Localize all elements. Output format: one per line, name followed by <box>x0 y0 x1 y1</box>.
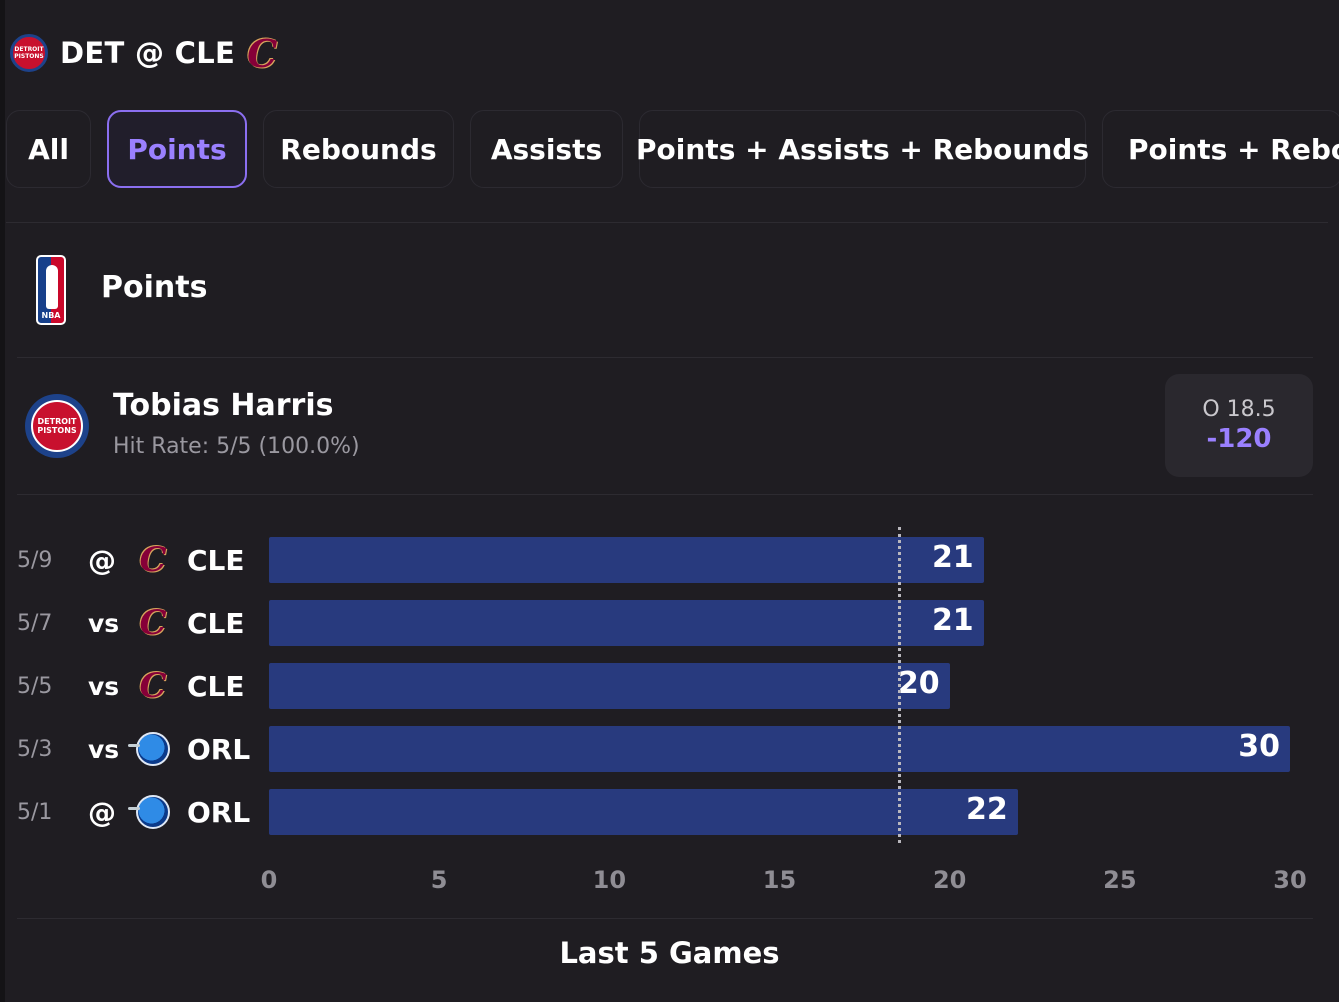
prop-line-marker <box>897 527 901 843</box>
points-bar[interactable] <box>269 600 984 646</box>
x-axis-tick-label: 0 <box>260 866 278 894</box>
cavaliers-logo-icon: C <box>139 603 167 643</box>
player-name[interactable]: Tobias Harris <box>113 388 334 423</box>
tab-rebounds[interactable]: Rebounds <box>263 110 454 188</box>
x-axis-tick-label: 25 <box>1103 866 1137 894</box>
market-title: Points <box>101 270 208 305</box>
opponent-abbr: ORL <box>187 732 251 766</box>
bar-value-label: 21 <box>931 540 974 575</box>
opponent-abbr: CLE <box>187 606 245 640</box>
tab-all[interactable]: All <box>6 110 91 188</box>
home-away-indicator: vs <box>88 609 120 638</box>
points-bar[interactable] <box>269 726 1290 772</box>
magic-logo-icon <box>128 792 173 832</box>
game-date: 5/3 <box>17 736 53 762</box>
game-row-label: 5/7 vs C CLE <box>0 599 260 647</box>
line-value: O 18.5 <box>1202 397 1276 422</box>
cavaliers-logo-icon: C <box>139 540 167 580</box>
opponent-abbr: ORL <box>187 795 251 829</box>
bar-value-label: 22 <box>965 792 1008 827</box>
game-date: 5/5 <box>17 673 53 699</box>
odds-value: -120 <box>1206 424 1272 454</box>
x-axis-tick-label: 10 <box>592 866 627 894</box>
home-away-indicator: vs <box>88 672 120 701</box>
pistons-logo-icon: DETROIT PISTONS <box>10 34 48 72</box>
game-row-label: 5/1 @ ORL <box>0 788 260 836</box>
market-tabs: All Points Rebounds Assists Points + Ass… <box>6 110 1339 190</box>
cavaliers-logo-icon: C <box>247 30 278 76</box>
game-date: 5/7 <box>17 610 53 636</box>
game-row-label: 5/9 @ C CLE <box>0 536 260 584</box>
nba-logo-icon: NBA <box>36 255 66 325</box>
bar-value-label: 30 <box>1238 729 1280 764</box>
game-header: DETROIT PISTONS DET @ CLE C <box>10 30 277 76</box>
x-axis-tick-label: 30 <box>1273 866 1307 894</box>
bar-value-label: 21 <box>931 603 974 638</box>
divider <box>17 357 1313 358</box>
magic-logo-icon <box>128 729 173 769</box>
divider <box>6 222 1328 223</box>
game-date: 5/1 <box>17 799 53 825</box>
x-axis-tick-label: 15 <box>762 866 797 894</box>
tab-points[interactable]: Points <box>107 110 247 188</box>
pistons-logo-icon: DETROIT PISTONS <box>25 394 89 458</box>
divider <box>17 918 1313 919</box>
points-bar[interactable] <box>269 537 984 583</box>
tab-assists[interactable]: Assists <box>470 110 623 188</box>
window-edge <box>0 0 5 1002</box>
game-row-label: 5/3 vs ORL <box>0 725 260 773</box>
game-date: 5/9 <box>17 547 53 573</box>
chart-xlabel: Last 5 Games <box>559 936 780 970</box>
matchup-title: DET @ CLE <box>60 36 236 70</box>
points-bar[interactable] <box>269 663 950 709</box>
cavaliers-logo-icon: C <box>139 666 167 706</box>
divider <box>17 494 1313 495</box>
points-bar[interactable] <box>269 789 1018 835</box>
tab-points-assists-rebounds[interactable]: Points + Assists + Rebounds <box>636 110 1089 188</box>
opponent-abbr: CLE <box>187 669 245 703</box>
opponent-abbr: CLE <box>187 543 245 577</box>
game-row-label: 5/5 vs C CLE <box>0 662 260 710</box>
x-axis-tick-label: 5 <box>430 866 448 894</box>
x-axis-tick-label: 20 <box>932 866 967 894</box>
home-away-indicator: @ <box>88 795 116 829</box>
bar-value-label: 20 <box>897 666 940 701</box>
odds-button[interactable]: O 18.5 -120 <box>1165 374 1313 477</box>
tab-points-rebounds[interactable]: Points + Rebou <box>1102 110 1339 188</box>
home-away-indicator: vs <box>88 735 120 764</box>
hit-rate: Hit Rate: 5/5 (100.0%) <box>113 434 360 459</box>
home-away-indicator: @ <box>88 543 116 577</box>
